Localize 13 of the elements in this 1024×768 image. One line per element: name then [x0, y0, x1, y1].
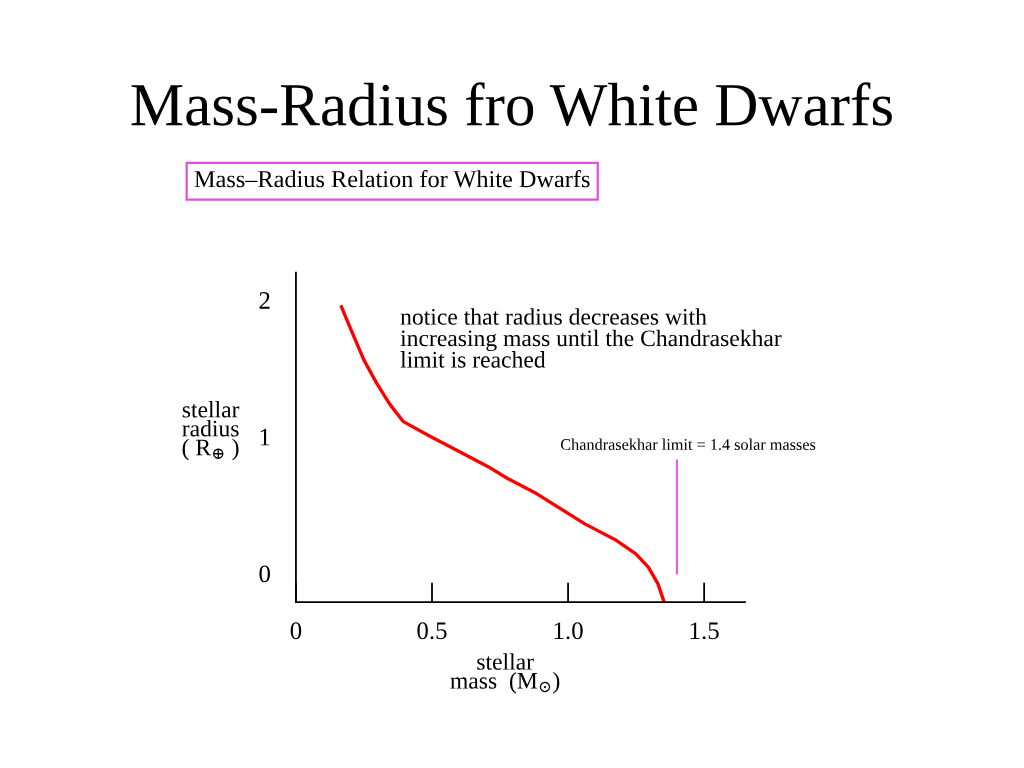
x-tick-label: 1.5: [690, 622, 719, 640]
x-tick-label: 0.5: [417, 622, 447, 640]
y-tick-label: 1: [260, 428, 270, 446]
y-tick-label: 0: [259, 565, 270, 583]
x-tick-label: 0: [290, 622, 302, 640]
x-tick-label: 1.0: [554, 622, 583, 640]
chart-title: Mass-Radius fro White Dwarfs: [131, 82, 892, 127]
annotation: notice that radius decreases with increasing mass until the Chandrasekhar limit is reached: [400, 308, 782, 368]
y-tick-label: 2: [259, 292, 270, 309]
chart-subtitle: Mass–Radius Relation for White Dwarfs: [194, 169, 590, 188]
ref-line-label: Chandrasekhar limit = 1.4 solar masses: [560, 438, 816, 451]
x-axis-title: stellar mass (M$_{⊙}$): [450, 653, 560, 694]
y-axis-title: stellar radius ( R$_{⊕}$ ): [182, 400, 240, 461]
